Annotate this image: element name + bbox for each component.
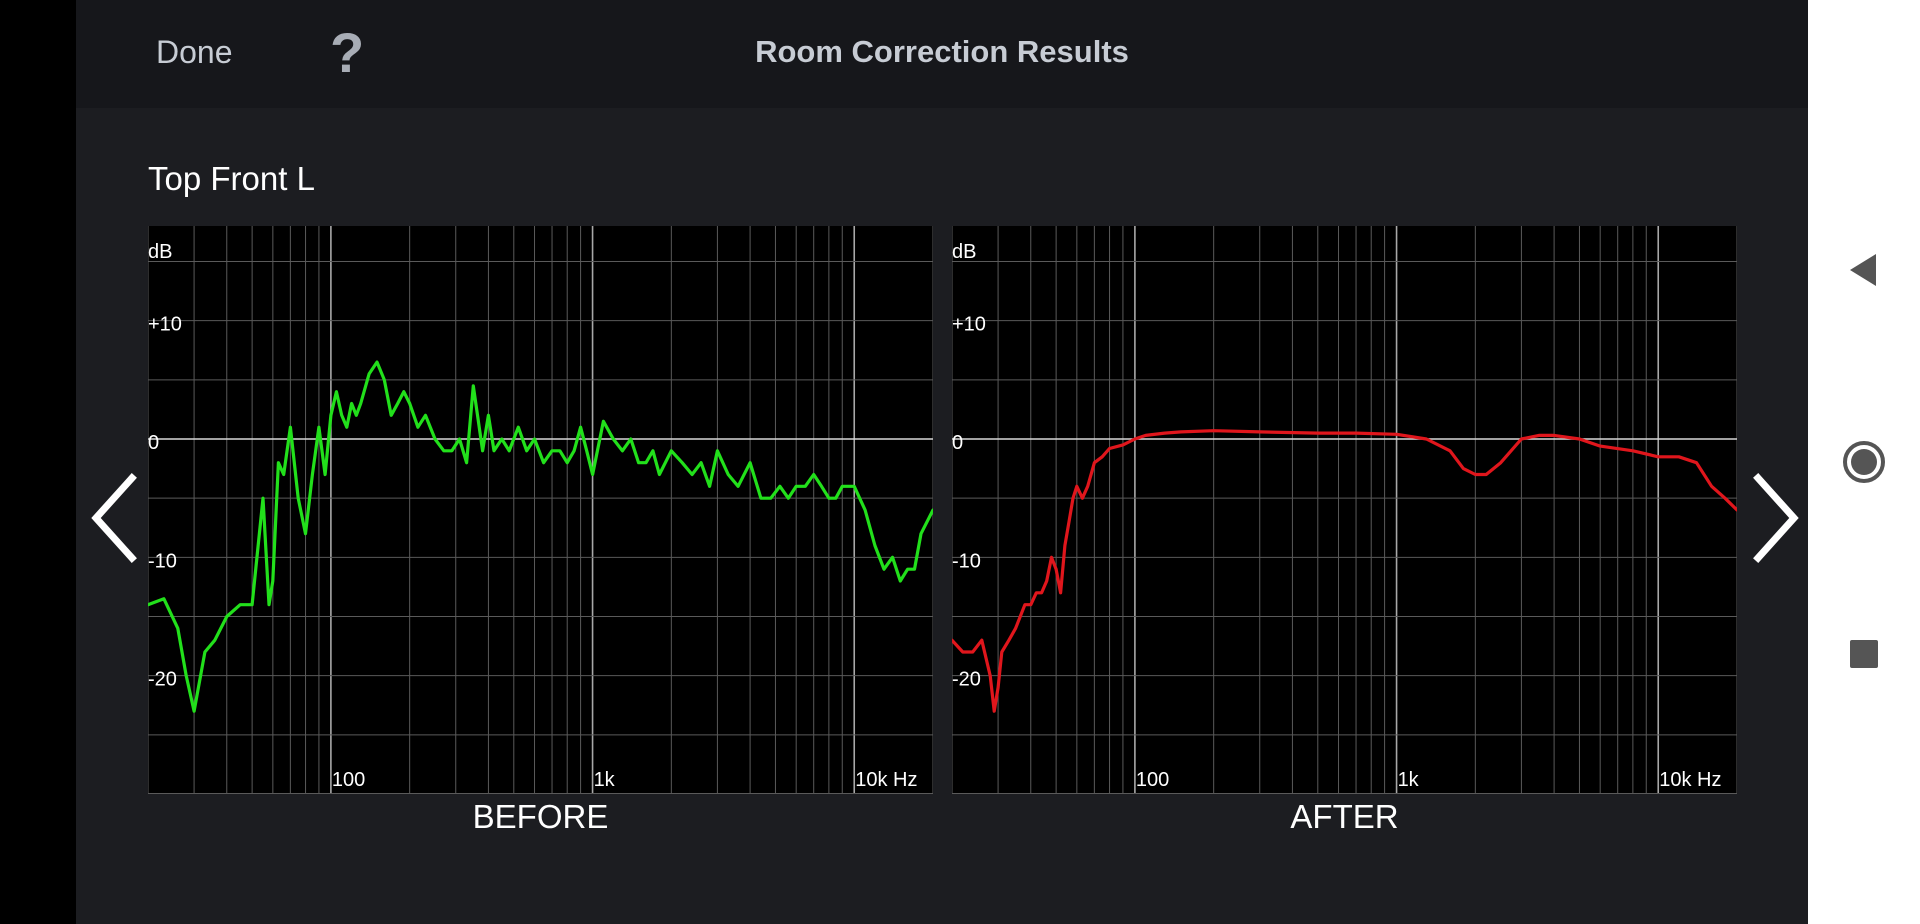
after-response-curve bbox=[952, 429, 1737, 713]
after-xtick-label: 1k bbox=[1398, 769, 1420, 791]
after-xtick-label: 10k Hz bbox=[1659, 769, 1721, 791]
after-caption: AFTER bbox=[1290, 798, 1399, 835]
before-ytick-label: -20 bbox=[148, 669, 177, 691]
after-grid bbox=[952, 226, 1737, 794]
before-xtick-label: 10k Hz bbox=[855, 769, 917, 791]
before-ytick-label: +10 bbox=[148, 314, 182, 336]
chevron-left-icon[interactable] bbox=[80, 468, 150, 568]
speaker-name: Top Front L bbox=[148, 160, 315, 197]
chevron-right-icon[interactable] bbox=[1740, 468, 1810, 568]
before-chart-svg: dB +10 0 -10 -20 100 1k 10k Hz bbox=[148, 226, 933, 794]
before-ytick-label: 0 bbox=[148, 432, 159, 454]
done-button[interactable]: Done bbox=[156, 34, 233, 70]
before-response-curve bbox=[148, 360, 933, 713]
before-xtick-label: 100 bbox=[332, 769, 365, 791]
before-ytick-label: -10 bbox=[148, 550, 177, 572]
after-ytick-label: +10 bbox=[952, 314, 986, 336]
app-window: Done ? Room Correction Results Top Front… bbox=[76, 0, 1808, 924]
before-grid bbox=[148, 226, 933, 794]
after-ytick-label: -10 bbox=[952, 550, 981, 572]
after-ytick-label: -20 bbox=[952, 669, 981, 691]
before-chart: dB +10 0 -10 -20 100 1k 10k Hz bbox=[148, 226, 933, 794]
after-xtick-label: 100 bbox=[1136, 769, 1169, 791]
system-navigation-bar bbox=[1808, 0, 1920, 924]
before-xtick-label: 1k bbox=[594, 769, 616, 791]
after-chart-svg: dB +10 0 -10 -20 100 1k 10k Hz bbox=[952, 226, 1737, 794]
circle-home-icon[interactable] bbox=[1828, 426, 1900, 498]
after-ylabel: dB bbox=[952, 241, 976, 263]
after-ytick-label: 0 bbox=[952, 432, 963, 454]
page-title: Room Correction Results bbox=[755, 34, 1129, 69]
before-ylabel: dB bbox=[148, 241, 172, 263]
triangle-back-icon[interactable] bbox=[1828, 234, 1900, 306]
after-chart: dB +10 0 -10 -20 100 1k 10k Hz bbox=[952, 226, 1737, 794]
square-recents-icon[interactable] bbox=[1828, 618, 1900, 690]
help-button[interactable]: ? bbox=[330, 21, 365, 84]
header-bar: Done ? Room Correction Results bbox=[76, 0, 1808, 108]
before-caption: BEFORE bbox=[472, 798, 609, 835]
